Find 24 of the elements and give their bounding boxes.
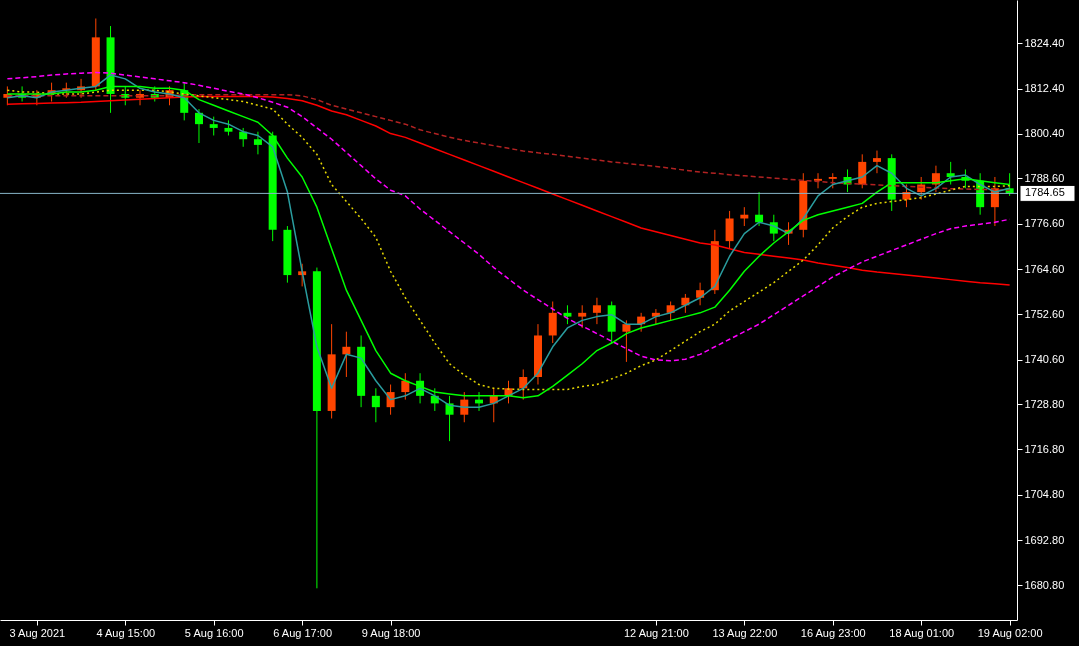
x-tick-label: 5 Aug 16:00 bbox=[184, 626, 244, 639]
y-tick-label: 1704.80 bbox=[1024, 488, 1065, 501]
x-tick-label: 4 Aug 15:00 bbox=[96, 626, 156, 639]
x-tick-label: 3 Aug 2021 bbox=[9, 626, 66, 639]
x-tick-label: 16 Aug 23:00 bbox=[800, 626, 866, 639]
y-tick-label: 1740.60 bbox=[1024, 353, 1065, 366]
y-tick-label: 1812.40 bbox=[1024, 82, 1065, 95]
x-tick-label: 19 Aug 02:00 bbox=[977, 626, 1043, 639]
y-tick-label: 1788.60 bbox=[1024, 171, 1065, 184]
y-tick-label: 1680.80 bbox=[1024, 578, 1065, 591]
y-tick-label: 1824.40 bbox=[1024, 36, 1065, 49]
x-tick-label: 18 Aug 01:00 bbox=[889, 626, 955, 639]
y-tick-label: 1800.40 bbox=[1024, 127, 1065, 140]
x-tick-label: 13 Aug 22:00 bbox=[712, 626, 778, 639]
x-tick-label: 9 Aug 18:00 bbox=[361, 626, 421, 639]
x-tick-label: 6 Aug 17:00 bbox=[273, 626, 333, 639]
y-tick-label: 1716.80 bbox=[1024, 442, 1065, 455]
y-tick-label: 1728.80 bbox=[1024, 397, 1065, 410]
ref-line-label: 1784.65 bbox=[1025, 186, 1065, 199]
y-tick-label: 1764.60 bbox=[1024, 262, 1065, 275]
y-tick-label: 1776.60 bbox=[1024, 217, 1065, 230]
y-tick-label: 1752.60 bbox=[1024, 307, 1065, 320]
y-tick-label: 1692.80 bbox=[1024, 533, 1065, 546]
x-tick-label: 12 Aug 21:00 bbox=[623, 626, 689, 639]
